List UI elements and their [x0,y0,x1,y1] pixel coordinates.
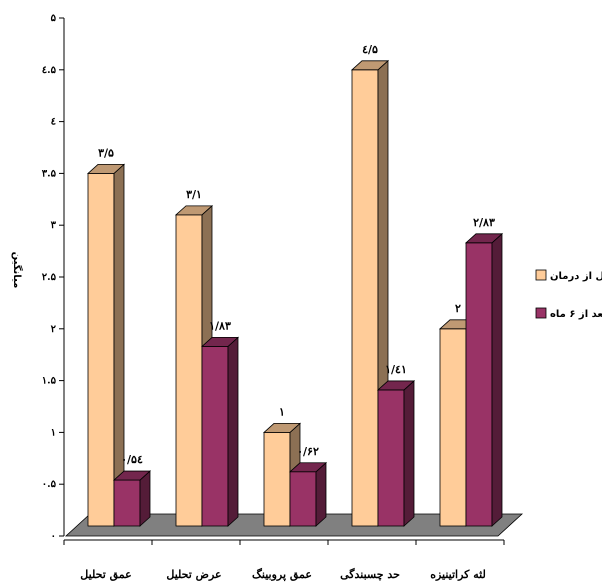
bar-series2-top [200,337,240,347]
data-label: ۰/۵٤ [121,453,143,466]
bar-series2-front [201,346,229,527]
y-tick-label: ۰ [51,531,56,542]
bar-series2 [464,232,504,527]
bar-series1-top [262,422,302,433]
legend: قبل از درمان بعد از ۶ ماه [535,269,602,320]
y-tick-label: ۳.۵ [42,168,57,179]
legend-swatch [535,307,547,319]
x-axis: عمق تحلیل عرض تحلیل عمق پروبینگ حد چسبندگی ل… [63,539,505,581]
x-tick-label: حد چسبندگی [340,567,400,581]
bar-series2-side [403,380,415,527]
y-tick-label: ۵ [51,13,57,24]
bar-series1-front [87,172,115,527]
y-axis: ۰ ۰.۵ ۱ ۱.۵ ۲ ۲.۵ ۳ ۳.۵ ٤ ٤.۵ ۵ [42,13,65,542]
bar-series1-side [113,163,125,527]
bar-series2 [112,470,152,527]
y-tick-label: ٤.۵ [42,65,57,76]
y-tick-label: ۳ [51,220,57,231]
bar-series1 [86,163,126,527]
y-tick-label: ۰.۵ [42,479,57,490]
legend-label: قبل از درمان [550,271,602,282]
data-label: ۳/۵ [98,146,114,159]
data-label: ۲ [455,302,461,315]
bar-series2-front [289,471,317,527]
bar-series2-top [112,470,152,481]
bars [86,59,504,527]
bar-series2 [288,461,328,527]
data-label: ۲/۸۳ [473,216,495,229]
bar-series2-top [464,233,504,244]
bar-series2 [200,336,240,527]
data-label: ٤/۵ [362,43,378,56]
bar-series1-top [350,60,390,71]
y-tick-label: ۲.۵ [42,272,57,283]
bar-series1-front [175,214,203,527]
data-label: ۳/۱ [186,188,202,201]
bar-series2-side [315,461,327,527]
y-tick-label: ۱ [51,427,56,438]
bar-series1-front [439,328,467,527]
bar-series2-front [465,242,493,527]
data-label: ۰/۶۲ [297,445,319,458]
x-tick-label: عمق پروبینگ [252,567,312,581]
bar-series2 [376,380,416,527]
legend-swatch [535,269,547,281]
bar-series2-side [139,470,151,527]
data-labels: ۳/۵ ۰/۵٤ ۳/۱ ۱/۸۳ ۱ ۰/۶۲ ٤/۵ ۱/٤۱ ۲ ۲/۸۳ [98,43,495,466]
bar-series1-front [351,69,379,527]
bar-series1-top [174,205,214,216]
data-label: ۱ [279,405,285,418]
y-tick-label: ۲ [51,324,57,335]
data-label: ۱/۸۳ [209,319,231,332]
bar-series2-top [288,462,328,473]
bar-series2-side [227,336,239,527]
legend-label: بعد از ۶ ماه [550,309,602,320]
y-axis-label: میانگین [11,252,24,289]
bar-series2-front [377,389,405,527]
x-tick-label: لثه کراتینیزه [430,568,486,581]
bar-series1-top [86,163,126,174]
y-tick-label: ۱.۵ [42,376,57,387]
x-tick-label: عرض تحلیل [166,568,221,581]
bar-series2-top [376,380,416,391]
bar-series2-front [113,479,141,527]
bar-series1-front [263,431,291,527]
y-tick-label: ٤ [51,117,56,128]
x-tick-label: عمق تحلیل [80,568,131,581]
bar-series2-side [491,232,503,527]
data-label: ۱/٤۱ [385,363,407,376]
